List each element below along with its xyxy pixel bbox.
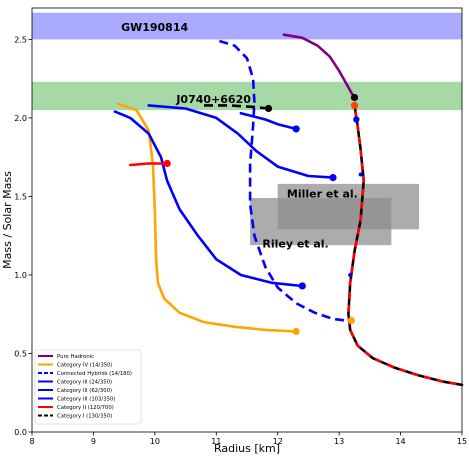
y-tick-label-2: 1.0 — [14, 271, 27, 280]
series-marker-1 — [292, 327, 300, 336]
x-axis-label: Radius [km] — [214, 442, 280, 455]
x-axis-ticks: 8 9 10 11 12 13 14 15 — [29, 432, 467, 446]
series-line-7 — [204, 104, 269, 110]
series-marker-7 — [264, 104, 273, 113]
legend-label-7: Category I (130/350) — [57, 414, 112, 420]
band-0 — [32, 12, 462, 40]
plot-frame — [31, 7, 463, 433]
series-line-5 — [113, 110, 304, 288]
series-marker-3 — [292, 125, 300, 133]
x-tick-label-7: 15 — [457, 437, 467, 446]
x-tick-label-2: 10 — [150, 437, 160, 446]
series-layer — [113, 33, 464, 387]
y-axis-label: Mass / Solar Mass — [1, 171, 14, 269]
legend-label-0: Pure Hadronic — [57, 354, 94, 360]
series-line-2 — [219, 39, 352, 322]
series-marker-6 — [163, 159, 171, 168]
region-label-0: Miller et al. — [287, 187, 358, 200]
extra-marker-1 — [358, 172, 363, 177]
legend-label-4: Category III (62/300) — [57, 388, 112, 394]
series-marker-0 — [350, 93, 359, 102]
x-tick-label-5: 13 — [334, 437, 344, 446]
series-marker-4 — [329, 174, 337, 182]
legend-label-6: Category II (120/700) — [57, 405, 114, 411]
series-marker-2 — [347, 316, 356, 325]
y-tick-label-4: 2.0 — [14, 114, 27, 123]
x-tick-label-0: 8 — [29, 437, 34, 446]
legend: Pure Hadronic Category IV (14/350) Connect… — [34, 349, 142, 425]
markers-layer — [163, 93, 363, 336]
series-line-0 — [282, 33, 356, 99]
y-axis-ticks: 0.0 0.5 1.0 1.5 2.0 2.5 — [14, 35, 32, 437]
legend-label-2: Connected Hybrids (14/180) — [57, 371, 132, 377]
x-tick-label-6: 14 — [395, 437, 405, 446]
series-line-1 — [116, 102, 298, 333]
y-tick-label-0: 0.0 — [14, 428, 27, 437]
x-tick-label-4: 12 — [273, 437, 283, 446]
y-tick-label-1: 0.5 — [14, 349, 27, 358]
legend-label-5: Category III (103/350) — [57, 397, 115, 403]
series-line-4 — [147, 104, 335, 179]
x-tick-label-3: 11 — [211, 437, 221, 446]
band-label-0: GW190814 — [121, 21, 188, 34]
bands-layer — [32, 12, 462, 246]
band-label-1: J0740+6620 — [175, 93, 251, 106]
legend-box — [34, 349, 142, 425]
legend-label-3: Category III (24/350) — [57, 380, 112, 386]
region-1 — [250, 198, 392, 246]
series-line-3 — [239, 111, 298, 131]
series-marker-8 — [350, 101, 359, 109]
series-overlay-8 — [347, 105, 463, 387]
annotation-layer: GW190814 J0740+6620 Miller et al. Riley et … — [121, 21, 358, 251]
extra-marker-0 — [353, 116, 360, 123]
y-tick-label-3: 1.5 — [14, 192, 27, 201]
series-line-6 — [129, 162, 169, 167]
extra-marker-2 — [348, 272, 353, 277]
y-tick-label-5: 2.5 — [14, 35, 27, 44]
series-line-8 — [347, 104, 464, 387]
region-label-1: Riley et al. — [262, 238, 328, 251]
x-tick-label-1: 9 — [91, 437, 96, 446]
legend-label-1: Category IV (14/350) — [57, 363, 113, 369]
series-marker-5 — [298, 282, 306, 290]
